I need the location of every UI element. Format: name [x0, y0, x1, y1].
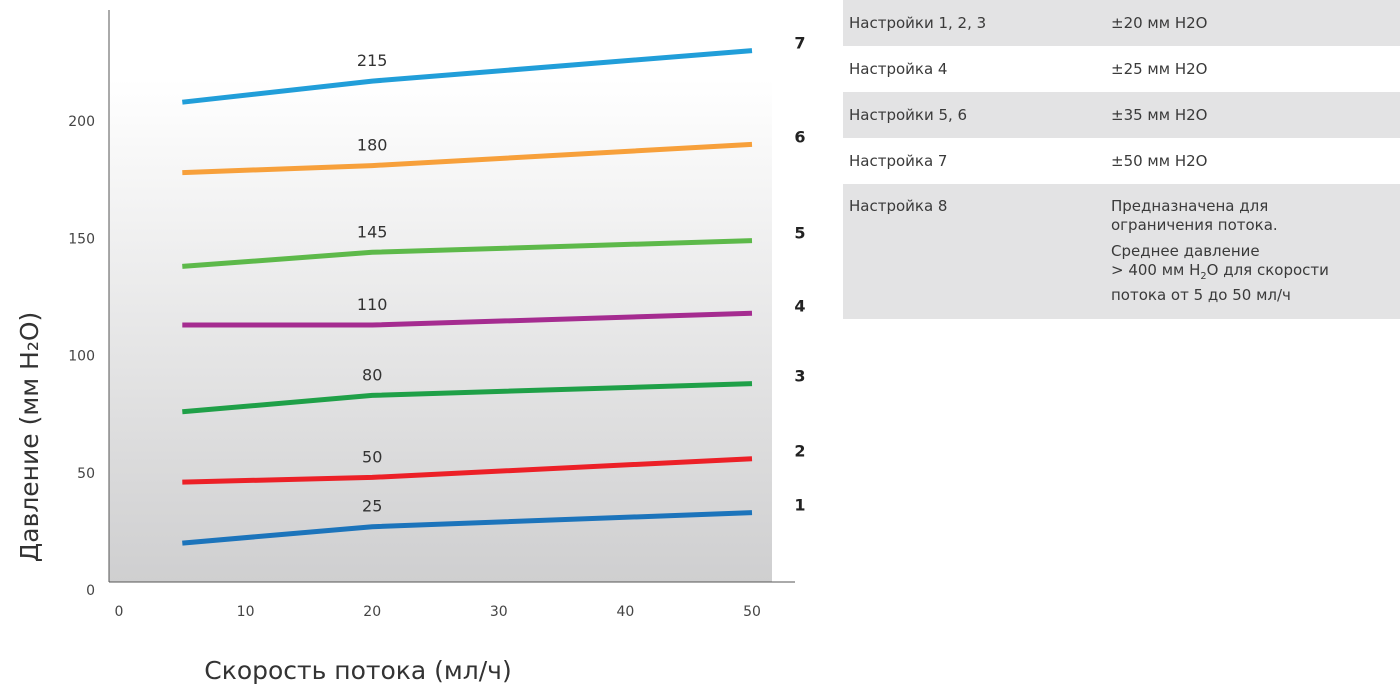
series-line [182, 310, 753, 328]
series-setting-label: 5 [794, 224, 805, 243]
setting-tolerance: ±20 мм H2O [1111, 14, 1208, 32]
settings-row: Настройка 4 ±25 мм H2O [843, 46, 1400, 92]
desc-line: Предназначена для [1111, 197, 1269, 215]
desc-subscript: 2 [1200, 271, 1207, 282]
setting-name: Настройка 8 [849, 197, 948, 215]
settings-row: Настройки 5, 6 ±35 мм H2O [843, 92, 1400, 138]
series-value-label: 80 [362, 365, 382, 384]
y-tick-label: 50 [77, 466, 95, 482]
series-line [182, 456, 753, 485]
x-tick-label: 40 [616, 604, 634, 620]
x-tick-label: 50 [743, 604, 761, 620]
series-line [182, 381, 753, 415]
y-tick-label: 100 [68, 349, 95, 365]
desc-text: O для скорости [1206, 261, 1329, 279]
y-tick-label: 200 [68, 114, 95, 130]
x-axis-title: Скорость потока (мл/ч) [204, 656, 511, 685]
setting-description: Предназначена для ограничения потока. Ср… [1111, 197, 1394, 305]
plot-background [109, 10, 772, 582]
series-line [182, 48, 753, 105]
desc-line: > 400 мм H2O для скорости [1111, 261, 1394, 286]
series-setting-label: 2 [794, 442, 805, 461]
setting-name: Настройки 1, 2, 3 [849, 14, 987, 32]
settings-table: Настройки 1, 2, 3 ±20 мм H2O Настройка 4… [843, 0, 1400, 319]
settings-row: Настройки 1, 2, 3 ±20 мм H2O [843, 0, 1400, 46]
y-axis-title: Давление (мм H₂O) [15, 312, 44, 563]
desc-line: ограничения потока. [1111, 216, 1278, 234]
x-tick-label: 0 [115, 604, 124, 620]
series-value-label: 145 [357, 222, 388, 241]
series-value-label: 25 [362, 497, 382, 516]
series-value-label: 110 [357, 295, 388, 314]
series-setting-label: 4 [794, 296, 805, 315]
setting-tolerance: ±50 мм H2O [1111, 152, 1208, 170]
desc-line: потока от 5 до 50 мл/ч [1111, 286, 1291, 304]
series-setting-label: 3 [794, 367, 805, 386]
series-value-label: 215 [357, 51, 388, 70]
desc-line: Среднее давление [1111, 242, 1260, 260]
setting-description-p1: Предназначена для ограничения потока. [1111, 197, 1394, 235]
series-value-label: 180 [357, 136, 388, 155]
setting-name: Настройка 7 [849, 152, 948, 170]
series-setting-label: 7 [794, 34, 805, 53]
series-line [182, 141, 753, 176]
x-tick-label: 10 [237, 604, 255, 620]
desc-text: > 400 мм H [1111, 261, 1201, 279]
x-tick-label: 20 [363, 604, 381, 620]
series-setting-label: 1 [794, 496, 805, 515]
setting-name: Настройки 5, 6 [849, 106, 968, 124]
setting-tolerance: ±25 мм H2O [1111, 60, 1208, 78]
series-line [182, 510, 753, 546]
setting-description-p2: Среднее давление > 400 мм H2O для скорос… [1111, 242, 1394, 305]
series-setting-label: 6 [794, 127, 805, 146]
series-value-label: 50 [362, 447, 382, 466]
y-tick-label: 150 [68, 231, 95, 247]
settings-row-8: Настройка 8 Предназначена для ограничени… [843, 184, 1400, 319]
setting-tolerance: ±35 мм H2O [1111, 106, 1208, 124]
x-tick-label: 30 [490, 604, 508, 620]
y-tick-label: 0 [86, 583, 95, 599]
setting-name: Настройка 4 [849, 60, 948, 78]
settings-row: Настройка 7 ±50 мм H2O [843, 138, 1400, 184]
series-line [182, 238, 753, 269]
